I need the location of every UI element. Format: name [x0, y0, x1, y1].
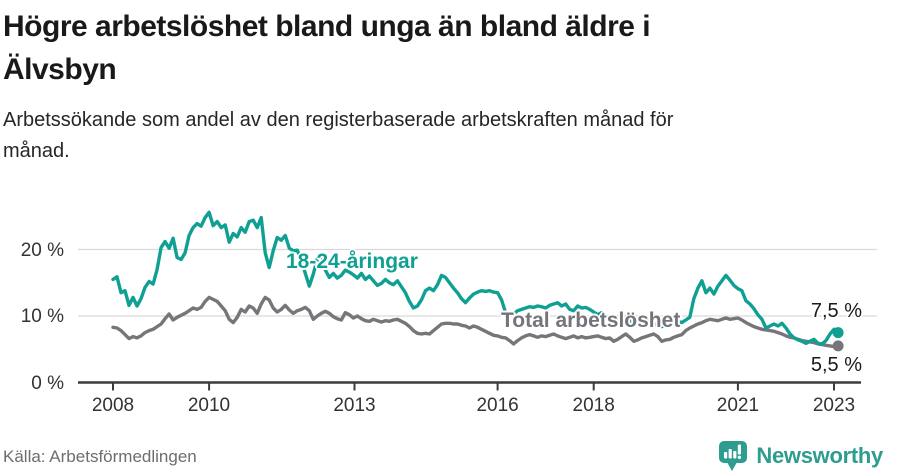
- logo-bubble-shape: [719, 441, 748, 471]
- x-tick-label-2016: 2016: [476, 395, 518, 416]
- newsworthy-wordmark: Newsworthy: [756, 443, 883, 468]
- title-line-1: Högre arbetslöshet bland unga än bland ä…: [3, 10, 651, 43]
- x-tick-label-2021: 2021: [717, 395, 759, 416]
- x-tick-label-2018: 2018: [573, 395, 615, 416]
- series-label-youth: 18-24-åringar: [286, 250, 418, 273]
- title-line-2: Älvsbyn: [3, 53, 117, 86]
- page-title: Högre arbetslöshet bland unga än bland ä…: [3, 5, 893, 91]
- end-dot-total: [832, 340, 844, 352]
- newsworthy-icon: [719, 441, 748, 471]
- chart-subtitle: Arbetssökande som andel av den registerb…: [3, 105, 863, 167]
- series-line-youth: [111, 210, 840, 346]
- logo-exclaim-bar: [738, 444, 742, 455]
- end-value-label-total: 5,5 %: [810, 354, 862, 376]
- x-tick-label-2023: 2023: [813, 395, 855, 416]
- subtitle-line-1: Arbetssökande som andel av den registerb…: [3, 109, 674, 131]
- x-tick-label-2008: 2008: [92, 395, 134, 416]
- source-note: Källa: Arbetsförmedlingen: [3, 447, 197, 466]
- logo-bar-1: [724, 452, 728, 459]
- newsworthy-logo[interactable]: Newsworthy: [718, 440, 883, 472]
- logo-exclaim-dot: [738, 455, 742, 459]
- end-dot-youth: [832, 327, 844, 339]
- y-tick-label-0: 0 %: [31, 373, 64, 394]
- logo-bar-2: [729, 449, 733, 459]
- subtitle-line-2: månad.: [3, 140, 70, 162]
- y-tick-label-20: 20 %: [21, 240, 64, 261]
- y-tick-label-10: 10 %: [21, 306, 64, 327]
- series-label-total: Total arbetslöshet: [501, 309, 681, 332]
- x-tick-label-2010: 2010: [188, 395, 230, 416]
- logo-bar-3: [733, 451, 737, 459]
- end-value-label-youth: 7,5 %: [810, 300, 862, 322]
- series-line-total: [111, 295, 840, 349]
- x-tick-label-2013: 2013: [333, 395, 375, 416]
